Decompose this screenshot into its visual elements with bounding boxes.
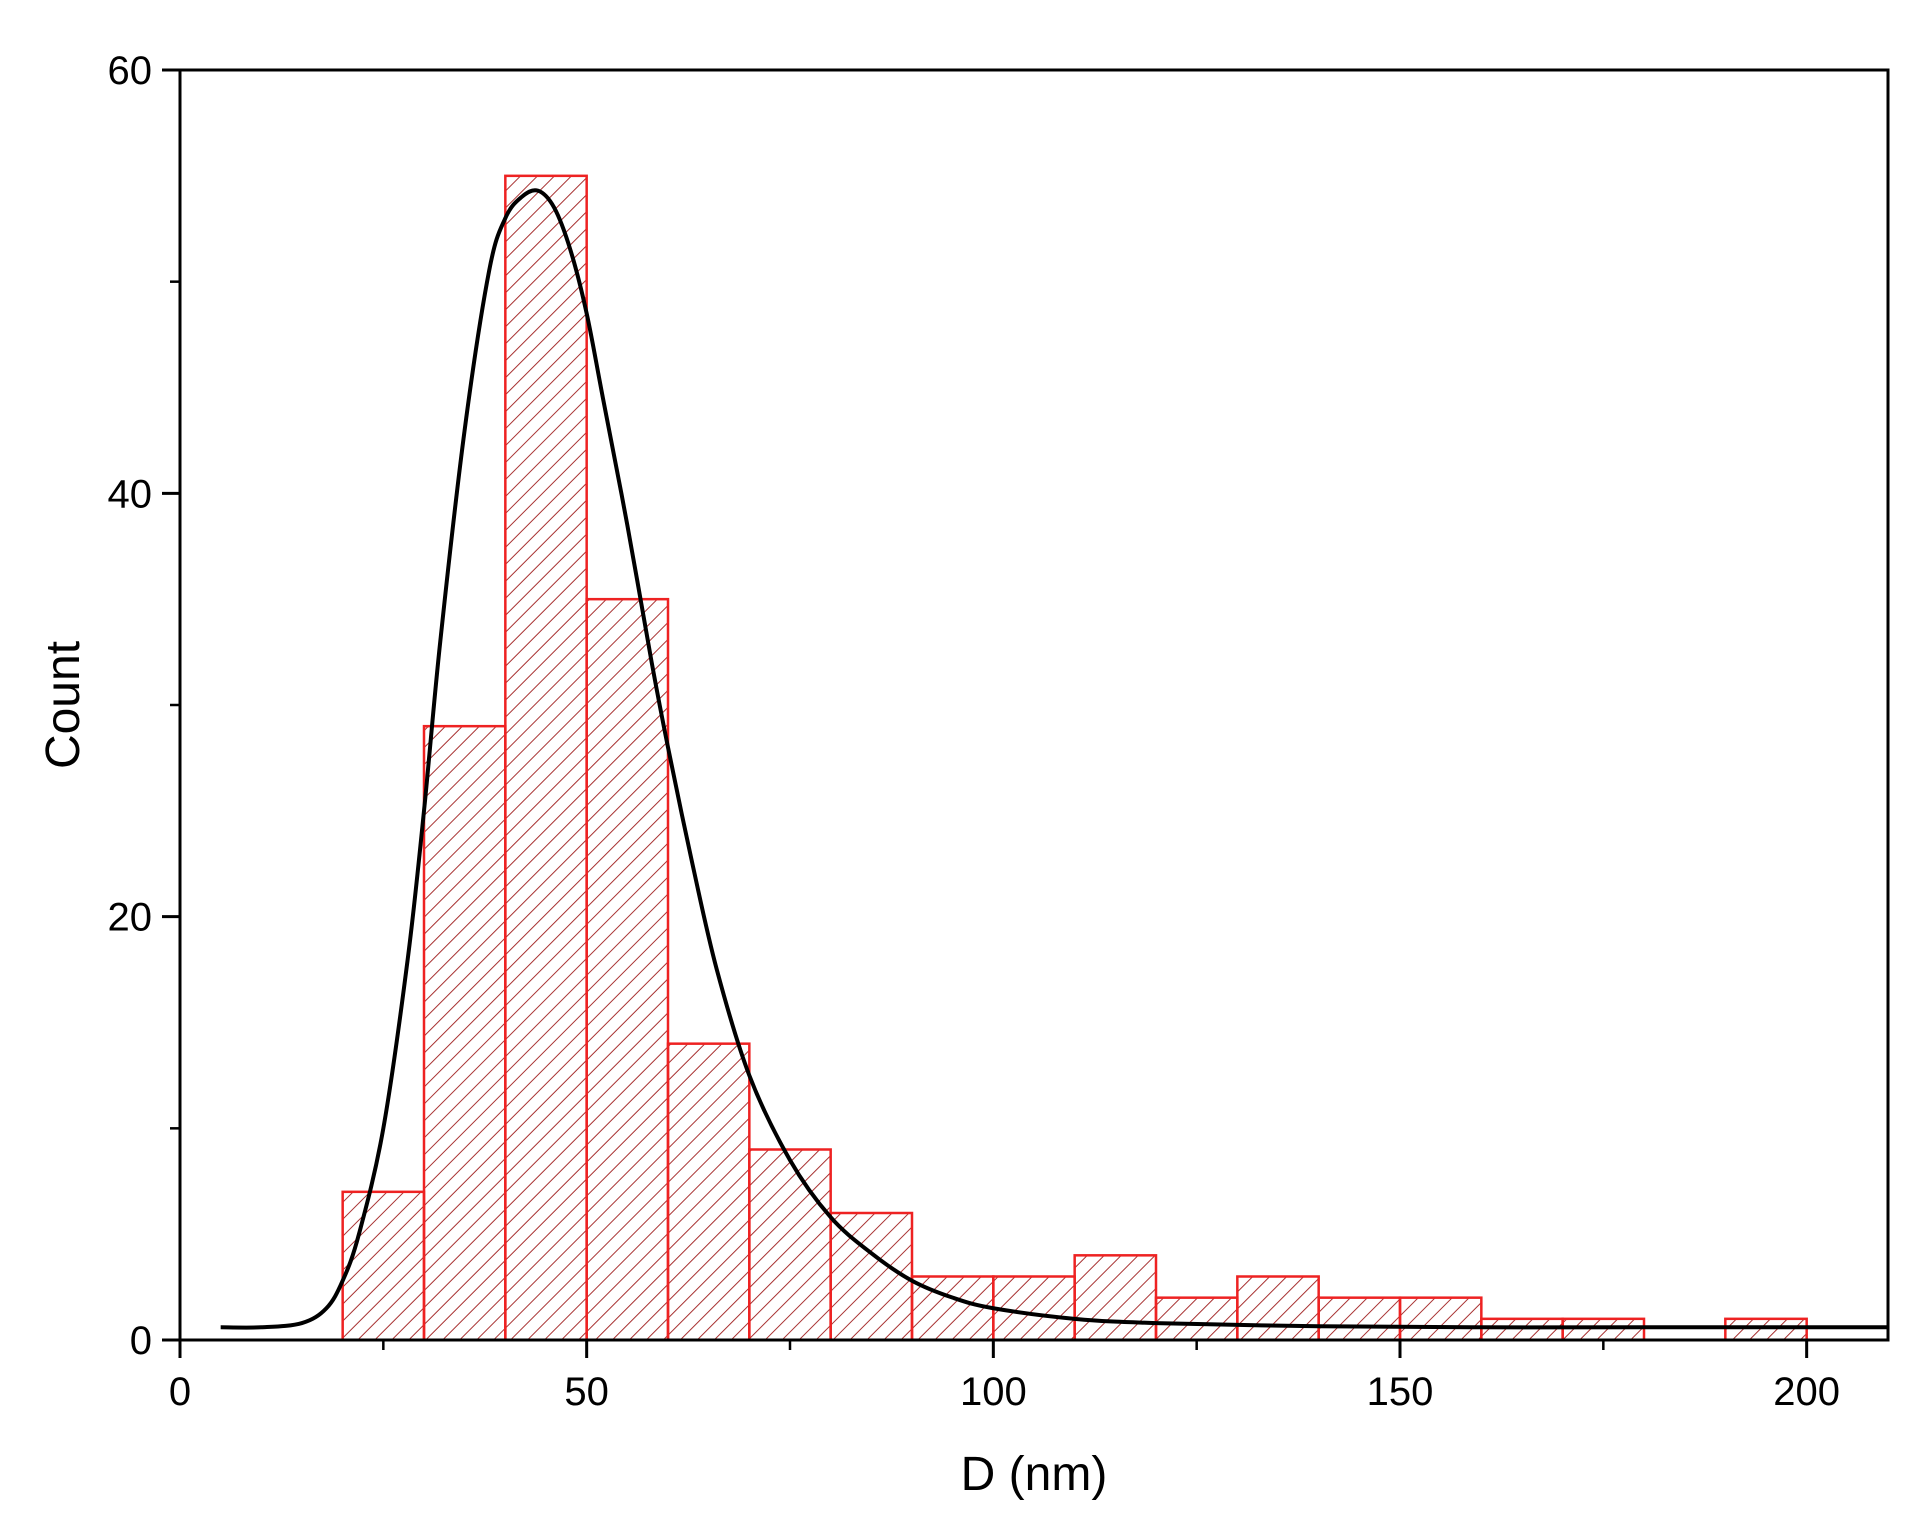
x-tick-label: 150 <box>1367 1370 1434 1414</box>
histogram-bar <box>1236 1275 1320 1342</box>
histogram-bar <box>1073 1254 1158 1342</box>
y-tick-label: 40 <box>108 472 153 516</box>
x-tick-label: 50 <box>564 1370 609 1414</box>
y-axis: 0 20 40 60 <box>108 49 180 1363</box>
histogram-bar <box>341 1190 426 1342</box>
y-tick-label: 60 <box>108 49 153 93</box>
histogram-bar <box>992 1275 1076 1342</box>
histogram-bar <box>1154 1296 1239 1342</box>
y-tick-label: 20 <box>108 896 153 940</box>
histogram-bars <box>341 174 1808 1342</box>
histogram-bar <box>829 1211 914 1342</box>
x-axis: 0 50 100 150 200 <box>169 1340 1840 1414</box>
histogram-bar <box>1561 1317 1646 1342</box>
fit-curve-group <box>220 188 1888 1330</box>
histogram-bar <box>748 1148 832 1342</box>
y-tick-label: 0 <box>130 1319 152 1363</box>
histogram-bar <box>422 724 507 1342</box>
x-tick-label: 100 <box>960 1370 1027 1414</box>
histogram-bar <box>1724 1317 1808 1342</box>
histogram-bar <box>666 1042 751 1342</box>
x-tick-label: 0 <box>169 1370 191 1414</box>
histogram-bar <box>1398 1296 1483 1342</box>
x-tick-label: 200 <box>1773 1370 1840 1414</box>
y-axis-label: Count <box>37 641 90 769</box>
histogram-bar <box>585 597 670 1342</box>
x-axis-label: D (nm) <box>961 1448 1108 1501</box>
histogram-bar <box>1317 1296 1402 1342</box>
histogram-bar <box>1480 1317 1564 1342</box>
fit-curve-line <box>220 188 1888 1330</box>
histogram-bar <box>504 174 588 1342</box>
